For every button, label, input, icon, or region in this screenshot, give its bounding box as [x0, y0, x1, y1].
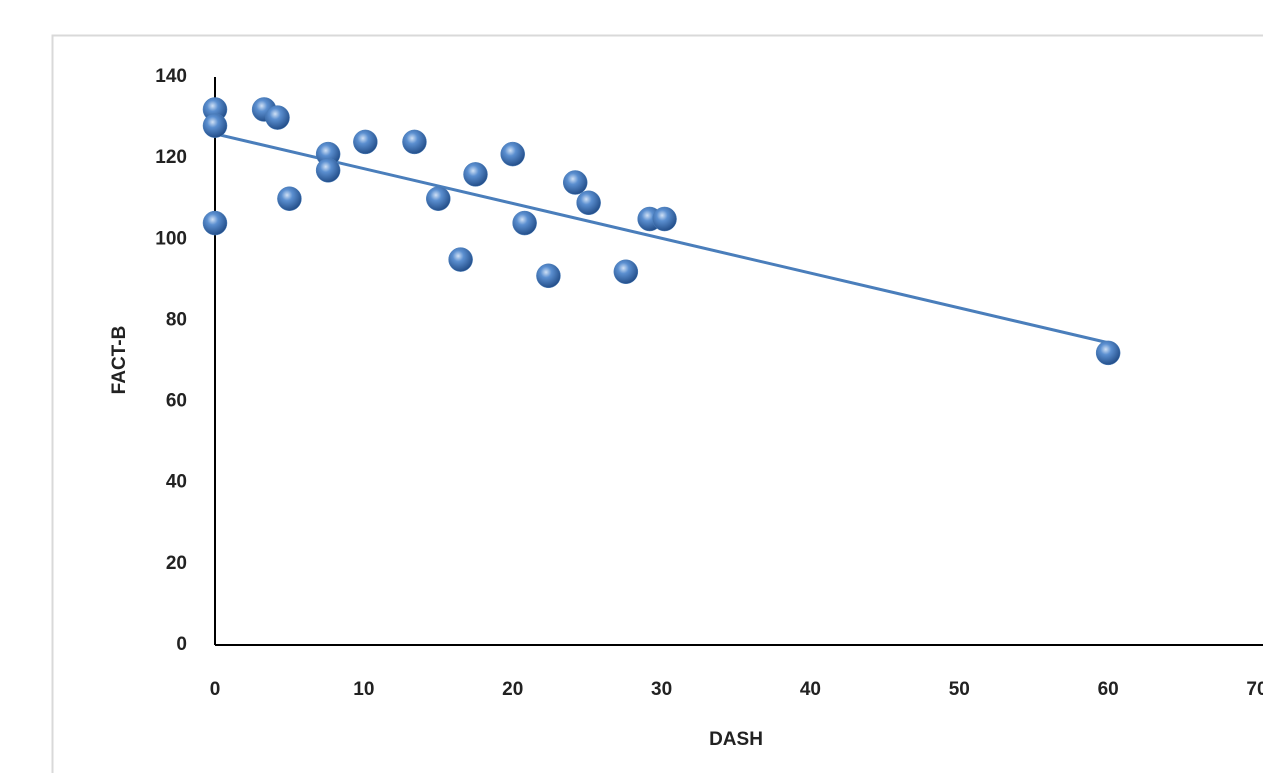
scatter-point	[277, 186, 302, 211]
y-tick-label: 40	[166, 472, 187, 493]
scatter-point	[500, 141, 525, 167]
scatter-point	[463, 162, 488, 187]
scatter-point	[265, 105, 290, 130]
scatter-point	[576, 190, 601, 216]
scatter-point	[202, 210, 228, 236]
trendline	[214, 132, 1109, 345]
x-tick-label: 70	[1246, 679, 1263, 700]
y-tick-label: 20	[166, 553, 187, 574]
y-tick-label: 80	[166, 309, 187, 330]
scatter-point	[562, 170, 588, 195]
y-tick-label: 120	[155, 147, 187, 168]
chart-frame	[51, 34, 1263, 773]
scatter-point	[536, 263, 561, 289]
x-tick-label: 40	[800, 679, 821, 700]
scatter-point	[448, 247, 473, 272]
x-tick-label: 50	[949, 679, 970, 700]
y-axis-title: FACT-B	[109, 326, 130, 395]
x-axis-title: DASH	[709, 729, 763, 750]
scatter-point	[353, 129, 378, 155]
x-tick-label: 0	[210, 679, 221, 700]
scatter-point	[202, 113, 228, 138]
x-tick-label: 60	[1098, 679, 1119, 700]
y-tick-label: 140	[155, 66, 187, 87]
x-tick-label: 30	[651, 679, 672, 700]
scatter-point	[613, 259, 639, 284]
scatter-point	[426, 186, 451, 211]
x-tick-label: 20	[502, 679, 523, 700]
y-tick-label: 0	[176, 634, 187, 655]
x-tick-label: 10	[353, 679, 374, 700]
scatter-point	[652, 206, 677, 232]
scatter-point	[512, 210, 537, 236]
scatter-point	[1095, 340, 1121, 366]
y-tick-label: 60	[166, 391, 187, 412]
scatter-point	[315, 158, 341, 183]
scatter-point	[402, 129, 427, 155]
y-tick-label: 100	[155, 228, 187, 249]
